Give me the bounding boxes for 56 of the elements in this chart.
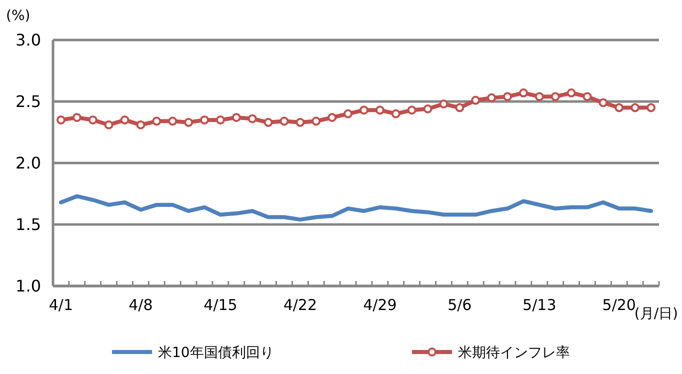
point [455, 103, 464, 112]
point [280, 116, 289, 126]
point [344, 109, 353, 118]
point [232, 112, 241, 122]
point [168, 116, 178, 126]
point [646, 103, 656, 112]
point [487, 93, 496, 102]
x-tick-label: 4/8 [128, 296, 153, 314]
x-tick-label: 5/6 [448, 296, 472, 314]
x-tick-label: 4/1 [48, 296, 74, 314]
y-axis-title: (%) [6, 8, 30, 24]
x-tick-label: 4/15 [204, 296, 238, 314]
point [104, 120, 114, 130]
legend-label: 米10年国債利回り [158, 344, 274, 361]
x-tick-label: 4/22 [283, 296, 318, 314]
x-tick-label: 5/20 [602, 296, 636, 314]
point [120, 115, 130, 124]
point [56, 115, 66, 124]
point [88, 115, 98, 124]
point [439, 99, 448, 108]
point [391, 109, 400, 118]
point [328, 112, 337, 122]
point [423, 104, 432, 114]
point [375, 106, 384, 115]
point [614, 103, 624, 112]
point [550, 92, 560, 102]
point [136, 120, 146, 130]
point [200, 115, 209, 124]
y-tick-label: 1.5 [16, 215, 41, 234]
point [264, 118, 273, 127]
x-tick-label: 5/13 [522, 296, 556, 314]
point [152, 116, 162, 126]
point [471, 96, 480, 105]
point [503, 92, 512, 102]
x-tick-label: 4/29 [363, 296, 397, 314]
x-axis-title: (月/日) [634, 306, 678, 322]
point [598, 98, 608, 108]
point [582, 92, 592, 102]
point [312, 116, 321, 126]
point [534, 92, 544, 102]
point [216, 115, 225, 124]
point [72, 112, 82, 122]
point [184, 118, 194, 127]
point [296, 118, 305, 127]
point [566, 88, 576, 98]
y-tick-label: 1.0 [16, 276, 41, 296]
y-tick-label: 3.0 [16, 30, 41, 50]
point [630, 103, 640, 112]
line-series [58, 194, 654, 222]
point [248, 114, 257, 124]
y-tick-label: 2.0 [16, 154, 41, 173]
legend-label: 米期待インフレ率 [458, 344, 570, 361]
point [407, 106, 416, 115]
y-tick-label: 2.5 [16, 92, 41, 112]
point [359, 106, 368, 115]
point [518, 88, 528, 98]
